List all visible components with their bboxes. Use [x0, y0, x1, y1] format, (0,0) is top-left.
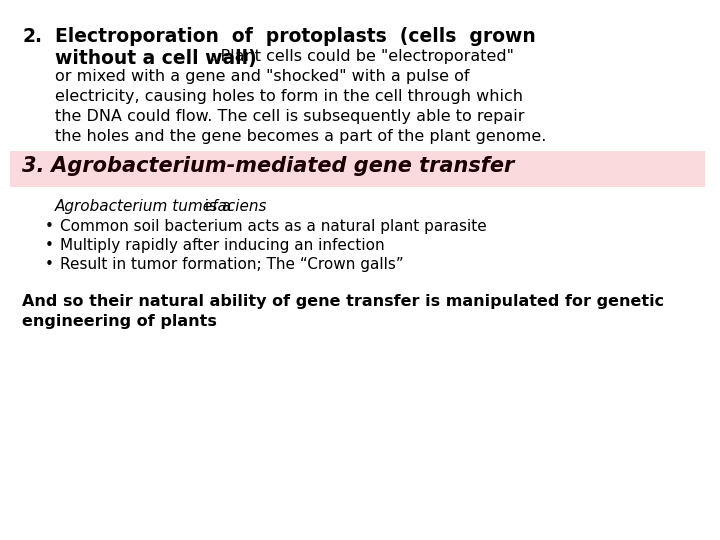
Text: : Plant cells could be "electroporated": : Plant cells could be "electroporated" — [210, 49, 514, 64]
Text: •: • — [45, 257, 54, 272]
Text: Multiply rapidly after inducing an infection: Multiply rapidly after inducing an infec… — [60, 238, 384, 253]
Text: Agrobacterium-mediated gene transfer: Agrobacterium-mediated gene transfer — [44, 156, 514, 176]
Text: or mixed with a gene and "shocked" with a pulse of: or mixed with a gene and "shocked" with … — [55, 69, 469, 84]
Text: •: • — [45, 219, 54, 234]
Text: Agrobacterium tumefaciens: Agrobacterium tumefaciens — [55, 199, 268, 214]
Text: 3.: 3. — [22, 156, 45, 176]
Text: Common soil bacterium acts as a natural plant parasite: Common soil bacterium acts as a natural … — [60, 219, 487, 234]
Text: Electroporation  of  protoplasts  (cells  grown: Electroporation of protoplasts (cells gr… — [55, 27, 536, 46]
Text: Result in tumor formation; The “Crown galls”: Result in tumor formation; The “Crown ga… — [60, 257, 404, 272]
Text: the DNA could flow. The cell is subsequently able to repair: the DNA could flow. The cell is subseque… — [55, 109, 524, 124]
Text: And so their natural ability of gene transfer is manipulated for genetic: And so their natural ability of gene tra… — [22, 294, 664, 309]
Text: without a cell wall): without a cell wall) — [55, 49, 257, 68]
Text: electricity, causing holes to form in the cell through which: electricity, causing holes to form in th… — [55, 89, 523, 104]
Text: engineering of plants: engineering of plants — [22, 314, 217, 329]
Text: the holes and the gene becomes a part of the plant genome.: the holes and the gene becomes a part of… — [55, 129, 546, 144]
Text: •: • — [45, 238, 54, 253]
Text: 2.: 2. — [22, 27, 42, 46]
Bar — [10, 151, 705, 187]
Text: is a: is a — [200, 199, 231, 214]
